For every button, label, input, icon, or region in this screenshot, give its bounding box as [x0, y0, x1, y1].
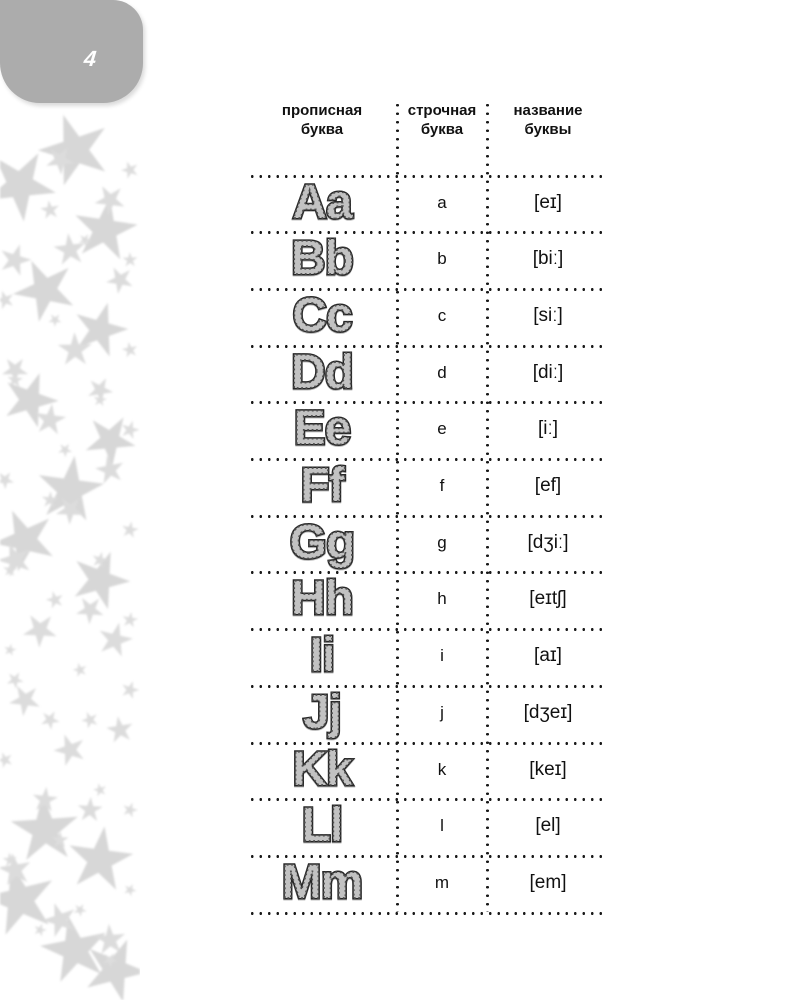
svg-text:Ll: Ll	[302, 799, 343, 852]
svg-text:Dd: Dd	[291, 345, 353, 398]
svg-text:Jj: Jj	[303, 686, 341, 739]
svg-text:Ii: Ii	[310, 629, 335, 682]
svg-text:Aa: Aa	[292, 175, 353, 228]
svg-text:Ff: Ff	[300, 459, 345, 512]
svg-text:Cc: Cc	[292, 289, 352, 342]
svg-text:Kk: Kk	[292, 742, 353, 795]
svg-text:Ee: Ee	[294, 402, 351, 455]
svg-text:Bb: Bb	[291, 232, 353, 285]
svg-text:Mm: Mm	[282, 856, 363, 909]
svg-text:Gg: Gg	[290, 515, 355, 568]
svg-text:Hh: Hh	[291, 572, 353, 625]
